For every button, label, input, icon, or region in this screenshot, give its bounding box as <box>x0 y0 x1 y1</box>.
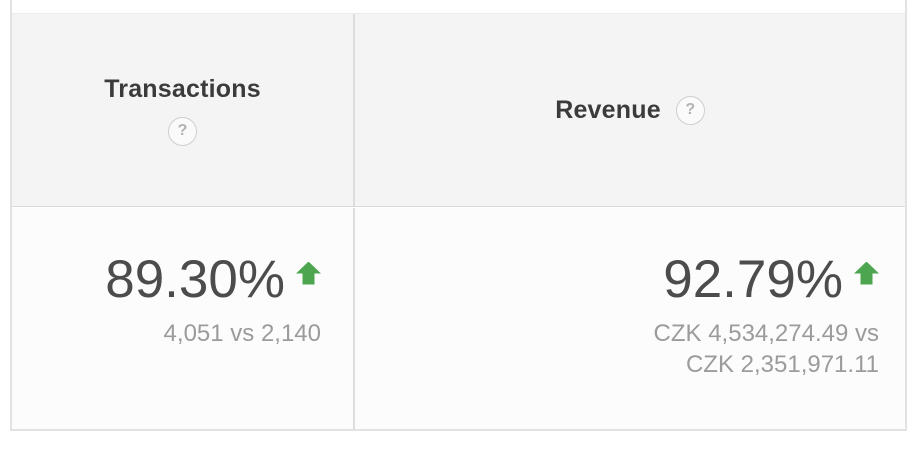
transactions-metric-cell: 89.30% 4,051 vs 2,140 <box>12 208 355 429</box>
transactions-header-label: Transactions <box>104 74 261 103</box>
analytics-table-fragment: Transactions ? Revenue ? 89.30% 4,051 vs… <box>10 0 907 431</box>
revenue-comparison-line-1: CZK 4,534,274.49 vs <box>653 320 879 347</box>
revenue-metric-line: 92.79% <box>663 250 879 310</box>
revenue-header-label: Revenue <box>555 95 661 124</box>
help-icon-glyph: ? <box>685 101 696 118</box>
trend-up-icon <box>854 261 879 285</box>
transactions-percent-value: 89.30% <box>105 250 285 309</box>
transactions-comparison-text: 4,051 vs 2,140 <box>163 320 321 347</box>
table-header-row: Transactions ? Revenue ? <box>12 13 905 207</box>
table-body-row: 89.30% 4,051 vs 2,140 92.79% CZK 4,534,2… <box>12 208 905 429</box>
revenue-comparison-text: CZK 4,534,274.49 vs CZK 2,351,971.11 <box>654 318 879 380</box>
help-icon-glyph: ? <box>177 122 188 139</box>
revenue-metric-cell: 92.79% CZK 4,534,274.49 vs CZK 2,351,971… <box>355 208 905 429</box>
trend-up-icon <box>296 261 321 285</box>
column-header-revenue[interactable]: Revenue ? <box>355 14 905 206</box>
revenue-comparison-line-2: CZK 2,351,971.11 <box>685 351 879 378</box>
revenue-percent-value: 92.79% <box>663 250 843 309</box>
transactions-metric-line: 89.30% <box>105 250 321 310</box>
help-icon-transactions[interactable]: ? <box>168 116 197 146</box>
help-icon-revenue[interactable]: ? <box>675 95 705 125</box>
column-header-transactions[interactable]: Transactions ? <box>12 14 355 206</box>
